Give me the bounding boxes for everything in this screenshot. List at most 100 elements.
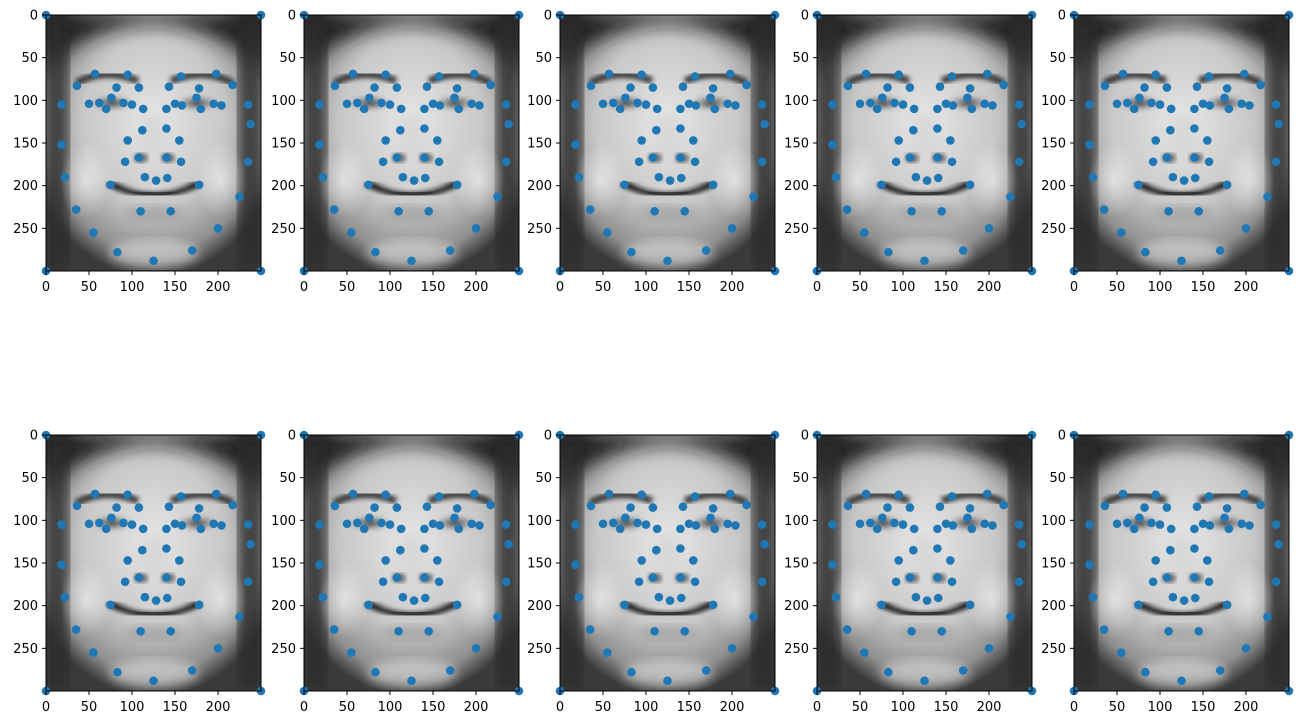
landmark-point	[1203, 556, 1212, 565]
landmark-point	[353, 98, 362, 108]
landmark-point	[424, 206, 433, 216]
landmark-point	[878, 93, 887, 103]
landmark-point	[112, 503, 121, 512]
landmark-point	[329, 205, 339, 214]
landmark-point	[680, 626, 689, 636]
face-image	[560, 15, 775, 271]
landmark-point	[409, 176, 419, 185]
landmark-point	[123, 490, 132, 500]
landmark-point	[1241, 644, 1251, 653]
landmark-point	[213, 224, 223, 233]
landmark-point	[370, 503, 379, 512]
landmark-point	[615, 524, 625, 534]
y-tick-label: 100	[1041, 94, 1066, 109]
y-tick-label: 250	[13, 642, 38, 657]
landmark-point	[353, 518, 362, 528]
landmark-point	[452, 180, 462, 190]
landmark-point	[680, 206, 689, 216]
x-tick-label: 100	[634, 700, 659, 715]
landmark-point	[370, 83, 379, 92]
landmark-point	[1204, 72, 1214, 81]
landmark-point	[1088, 172, 1098, 182]
x-tick-label: 0	[813, 280, 821, 295]
x-tick-label: 50	[595, 700, 612, 715]
landmark-point	[598, 99, 608, 109]
landmark-point	[909, 104, 919, 114]
face-image-layer	[46, 435, 261, 691]
x-tick-label: 0	[556, 280, 564, 295]
x-tick-label: 50	[595, 280, 612, 295]
y-tick-label: 150	[527, 557, 552, 572]
landmark-point	[1220, 93, 1229, 103]
landmark-point	[884, 247, 893, 257]
landmark-point	[710, 524, 720, 534]
landmark-point	[620, 600, 629, 610]
landmark-point	[1271, 520, 1281, 529]
landmark-point	[941, 519, 951, 529]
landmark-point	[501, 100, 511, 109]
landmark-point	[604, 69, 614, 79]
landmark-point	[626, 83, 635, 92]
landmark-point	[101, 104, 111, 114]
landmark-point	[1117, 648, 1126, 657]
landmark-point	[842, 625, 852, 634]
landmark-point	[138, 545, 147, 555]
landmark-point	[187, 666, 197, 675]
landmark-point	[1085, 100, 1094, 109]
landmark-point	[1192, 82, 1202, 91]
landmark-point	[843, 81, 853, 91]
y-tick-label: 200	[527, 179, 552, 194]
landmark-point	[967, 524, 977, 534]
y-tick-label: 250	[784, 642, 809, 657]
landmark-point	[1014, 520, 1024, 529]
landmark-point	[947, 577, 957, 587]
landmark-point	[571, 140, 580, 150]
landmark-point	[127, 520, 137, 529]
landmark-point	[1135, 513, 1144, 523]
landmark-point	[860, 228, 869, 237]
landmark-point	[571, 520, 580, 529]
landmark-point	[422, 502, 432, 511]
landmark-point	[1177, 256, 1186, 266]
landmark-point	[176, 157, 186, 167]
landmark-point	[120, 157, 130, 167]
landmark-point	[396, 104, 406, 114]
landmark-point	[571, 100, 580, 109]
landmark-point	[101, 524, 111, 534]
landmark-point	[980, 519, 989, 529]
x-tick-label: 150	[1191, 700, 1216, 715]
landmark-point	[175, 556, 184, 565]
landmark-point	[211, 69, 221, 79]
y-tick-label: 0	[288, 9, 296, 24]
landmark-point	[676, 524, 685, 534]
landmark-point	[235, 612, 244, 622]
landmark-point	[909, 524, 919, 534]
landmark-point	[95, 518, 104, 528]
landmark-point	[1274, 539, 1283, 549]
y-tick-label: 200	[1041, 599, 1066, 614]
landmark-point	[454, 524, 464, 534]
landmark-point	[650, 626, 659, 636]
landmark-point	[941, 99, 951, 109]
x-tick-label: 50	[339, 280, 356, 295]
landmark-point	[637, 70, 646, 80]
landmark-point	[920, 676, 929, 686]
landmark-point	[634, 157, 644, 167]
landmark-point	[424, 626, 433, 636]
landmark-point	[831, 172, 841, 182]
y-tick-label: 150	[784, 557, 809, 572]
landmark-point	[138, 104, 148, 114]
landmark-point	[445, 246, 455, 255]
x-tick-label: 150	[163, 280, 188, 295]
landmark-point	[243, 157, 253, 167]
landmark-point	[1237, 99, 1246, 109]
landmark-point	[604, 489, 614, 499]
y-tick-label: 200	[271, 599, 296, 614]
landmark-point	[933, 544, 942, 553]
x-tick-label: 150	[163, 700, 188, 715]
landmark-point	[348, 69, 358, 79]
landmark-point	[1271, 157, 1281, 167]
landmark-point	[467, 99, 476, 109]
landmark-point	[112, 83, 121, 92]
y-tick-label: 100	[271, 514, 296, 529]
